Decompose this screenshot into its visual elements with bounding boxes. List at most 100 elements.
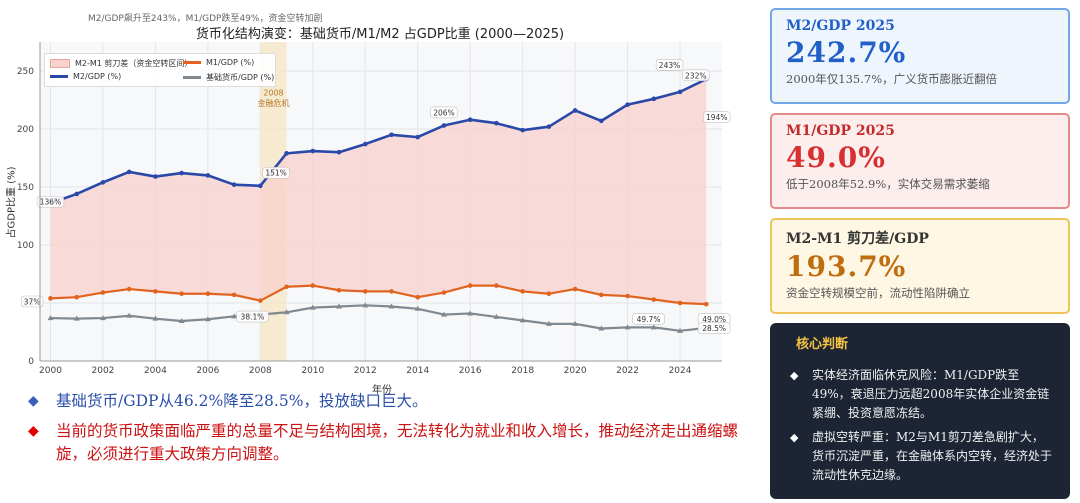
legend-swatch-m2: [50, 75, 68, 78]
m1-line-point: [599, 292, 604, 298]
base-money-line-point: [362, 302, 369, 308]
legend-swatch-base: [183, 76, 201, 79]
base-money-line-point: [650, 324, 657, 330]
m1-line-point: [310, 283, 316, 288]
chart-legend: M2-M1 剪刀差（资金空转区间） M1/GDP (%) M2/GDP (%) …: [44, 53, 276, 87]
base-money-line-point: [336, 303, 343, 309]
card-m2-gdp: M2/GDP 2025 242.7% 2000年仅135.7%，广义货币膨胀近翻…: [770, 8, 1070, 104]
y-tick-label: 250: [17, 67, 34, 77]
card-m2-note: 2000年仅135.7%，广义货币膨胀近翻倍: [786, 72, 998, 86]
base-money-line-point: [493, 313, 500, 319]
m2-line-point: [310, 148, 316, 154]
judgement-list: ◆ 实体经济面临休克风险：M1/GDP跌至49%，衰退压力远超2008年实体企业…: [788, 366, 1052, 485]
m1-line-point: [546, 291, 552, 297]
base-money-line-point: [73, 315, 80, 321]
m2-line-point: [126, 169, 132, 175]
m1-line-point: [362, 289, 368, 294]
m1-line-point: [389, 289, 394, 294]
card-m1-note: 低于2008年52.9%，实体交易需求萎缩: [786, 177, 990, 191]
legend-item-m2: M2/GDP (%): [50, 72, 121, 81]
m1-line-point: [703, 301, 709, 307]
x-tick-label: 2012: [354, 366, 377, 376]
bullet-policy: ◆ 当前的货币政策面临严重的总量不足与结构困境，无法转化为就业和收入增长，推动经…: [28, 420, 748, 466]
card-m1-value: 49.0%: [786, 141, 886, 174]
m2-m1-gap-area: [50, 79, 707, 305]
m1-line-point: [494, 283, 499, 288]
legend-swatch-gap: [50, 59, 70, 68]
m1-line-point: [74, 294, 80, 300]
m1-line-point: [48, 296, 53, 301]
m1-line-point: [520, 289, 525, 294]
x-tick-label: 2002: [92, 366, 115, 376]
m1-line-point: [231, 292, 237, 298]
blue-diamond-icon: ◆: [28, 393, 39, 409]
base-money-line-point: [598, 325, 605, 331]
y-axis-label: 占GDP比重 (%): [6, 166, 18, 239]
m1-line-point: [205, 291, 211, 297]
x-tick-label: 2014: [406, 366, 429, 376]
m2-line-point: [467, 117, 473, 123]
red-diamond-icon: ◆: [28, 423, 39, 439]
legend-label-gap: M2-M1 剪刀差（资金空转区间）: [75, 59, 193, 68]
annotation-label: 28.5%: [702, 324, 726, 333]
m1-line-point: [572, 286, 578, 292]
m2-line-point: [258, 183, 263, 189]
annotation-box: [21, 295, 44, 308]
x-tick-label: 2020: [564, 366, 587, 376]
base-money-line-point: [624, 324, 631, 330]
x-tick-label: 2010: [301, 366, 324, 376]
bullet-base-money: ◆ 基础货币/GDP从46.2%降至28.5%，投放缺口巨大。: [28, 390, 427, 413]
card-gap-title: M2-M1 剪刀差/GDP: [786, 231, 929, 247]
base-money-line-point: [414, 305, 421, 311]
m2-line-point: [284, 151, 289, 156]
m1-line-point: [625, 293, 630, 299]
m2-line-point: [546, 124, 552, 129]
m1-line-point: [284, 284, 289, 290]
base-money-line-point: [519, 317, 526, 323]
chart-svg: 0501001502002502000200220042006200820102…: [17, 42, 731, 376]
m1-line-point: [467, 283, 473, 288]
judgement-item-1: ◆ 实体经济面临休克风险：M1/GDP跌至49%，衰退压力远超2008年实体企业…: [788, 366, 1052, 423]
card-gap-gdp: M2-M1 剪刀差/GDP 193.7% 资金空转规模空前，流动性陷阱确立: [770, 218, 1070, 314]
m2-line-point: [100, 180, 106, 185]
x-tick-label: 2006: [196, 366, 219, 376]
legend-item-m1: M1/GDP (%): [183, 58, 254, 67]
annotation-box: [655, 59, 684, 71]
annotation-label: 194%: [706, 113, 727, 122]
m2-line-point: [625, 102, 630, 107]
m2-line-point: [651, 96, 657, 102]
x-tick-label: 2024: [669, 366, 692, 376]
base-money-line-point: [99, 315, 106, 321]
m2-line-point: [572, 108, 578, 113]
m1-line-point: [415, 294, 421, 300]
card-m2-title: M2/GDP 2025: [786, 18, 895, 34]
base-money-line-point: [388, 303, 395, 309]
x-tick-label: 2018: [511, 366, 534, 376]
m2-line-point: [153, 174, 158, 179]
card-m1-gdp: M1/GDP 2025 49.0% 低于2008年52.9%，实体交易需求萎缩: [770, 113, 1070, 209]
base-money-line-point: [309, 304, 316, 310]
m2-line-point: [231, 182, 237, 187]
base-money-line-point: [440, 311, 447, 317]
chart-area: 0501001502002502000200220042006200820102…: [6, 14, 731, 396]
annotation-box: [430, 106, 458, 119]
m1-line: [50, 284, 707, 306]
m2-line-point: [74, 191, 80, 197]
m1-line-point: [179, 291, 184, 297]
base-money-line-point: [204, 316, 211, 322]
judgement-item-2: ◆ 虚拟空转严重：M2与M1剪刀差急剧扩大，货币沉淀严重，在金融体系内空转，经济…: [788, 428, 1052, 485]
y-tick-label: 100: [17, 241, 34, 251]
base-money-line-point: [178, 317, 185, 323]
base-money-line-point: [467, 310, 474, 316]
m1-line-point: [100, 290, 106, 295]
bullet-text-2: 当前的货币政策面临严重的总量不足与结构困境，无法转化为就业和收入增长，推动经济走…: [56, 422, 739, 463]
base-money-line-point: [47, 315, 54, 321]
m2-line-point: [599, 118, 604, 124]
legend-label-base: 基础货币/GDP (%): [206, 73, 275, 82]
legend-label-m2: M2/GDP (%): [73, 72, 122, 81]
annotation-box: [262, 166, 290, 179]
m2-line: [50, 77, 707, 205]
annotation-box: [703, 111, 731, 123]
x-tick-label: 2000: [39, 366, 62, 376]
m2-line-point: [179, 170, 184, 176]
